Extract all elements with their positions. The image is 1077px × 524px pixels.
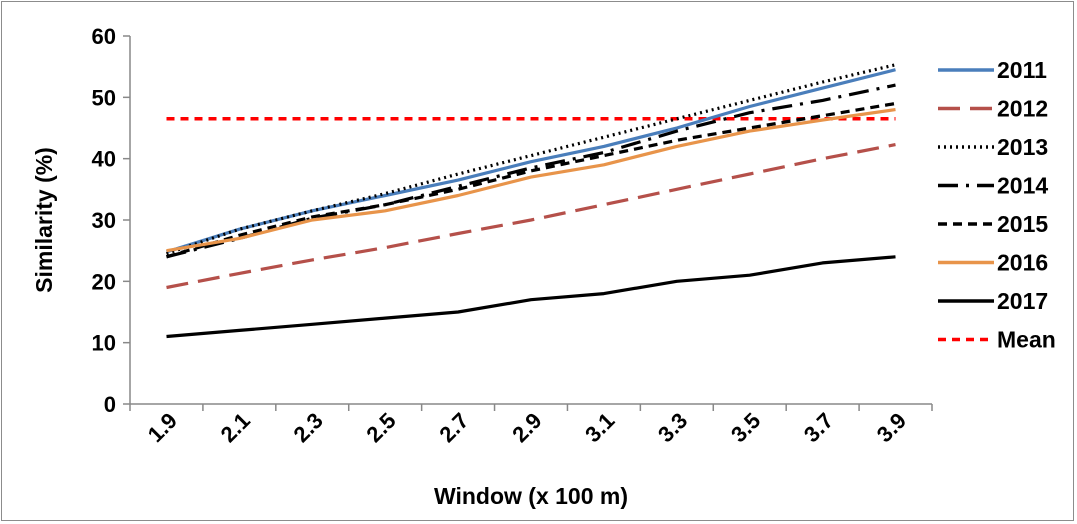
x-axis-title: Window (x 100 m) xyxy=(434,483,628,509)
x-tick-label: 2.7 xyxy=(434,408,473,447)
legend-label-2014: 2014 xyxy=(997,173,1048,199)
x-tick-label: 3.7 xyxy=(799,408,838,447)
y-tick-label: 0 xyxy=(104,392,116,417)
y-axis-title: Similarity (%) xyxy=(31,147,57,293)
x-tick-label: 2.1 xyxy=(216,408,255,447)
series-line-2013 xyxy=(165,63,896,256)
x-tick-label: 3.9 xyxy=(872,408,911,447)
series-line-2014 xyxy=(166,83,896,259)
series-line-2016 xyxy=(166,108,896,253)
legend-label-2012: 2012 xyxy=(997,96,1048,122)
legend-label-mean: Mean xyxy=(997,327,1056,353)
x-tick-label: 1.9 xyxy=(143,408,182,447)
legend-label-2016: 2016 xyxy=(997,250,1048,276)
series-layer xyxy=(165,63,896,339)
x-tick-label: 2.3 xyxy=(288,408,327,447)
series-line-2017 xyxy=(166,255,896,339)
x-tick-label: 2.5 xyxy=(361,408,400,447)
legend-label-2017: 2017 xyxy=(997,288,1048,314)
x-tick-label: 3.5 xyxy=(726,408,765,447)
legend-label-2013: 2013 xyxy=(997,134,1048,160)
y-tick-label: 40 xyxy=(92,147,116,172)
y-tick-label: 20 xyxy=(92,269,116,294)
y-tick-label: 30 xyxy=(92,208,116,233)
legend-label-2011: 2011 xyxy=(997,57,1047,83)
y-tick-label: 50 xyxy=(92,85,116,110)
series-line-2012 xyxy=(166,143,896,290)
x-tick-label: 3.1 xyxy=(580,408,619,447)
legend: 2011 2012 2013 2014 2015 2016 2017 Mean xyxy=(938,57,1056,353)
legend-label-2015: 2015 xyxy=(997,211,1048,237)
y-tick-label: 60 xyxy=(92,24,116,49)
series-line-2015 xyxy=(166,101,896,259)
x-tick-label: 3.3 xyxy=(653,408,692,447)
x-tick-label: 2.9 xyxy=(507,408,546,447)
y-tick-label: 10 xyxy=(92,331,116,356)
